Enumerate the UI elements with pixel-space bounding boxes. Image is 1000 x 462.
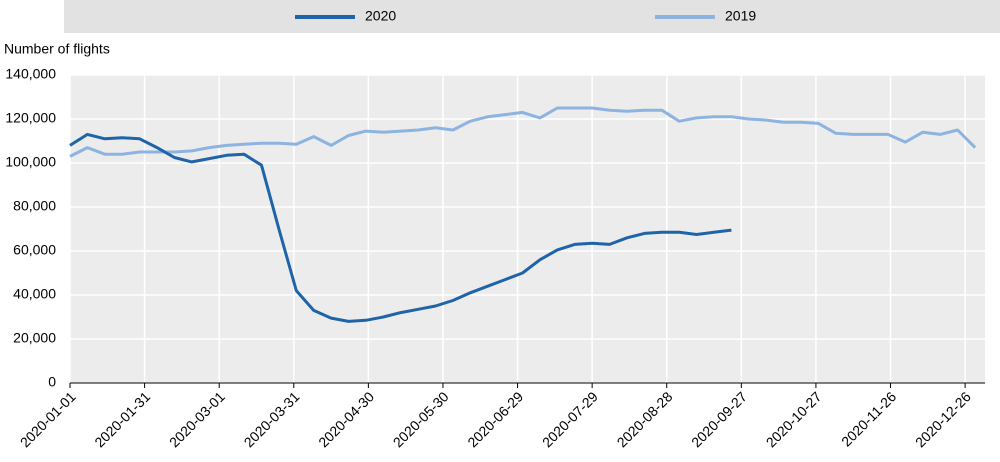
x-tick-label: 2020-03-01: [166, 388, 228, 450]
y-tick-label: 120,000: [5, 110, 56, 126]
y-tick-label: 20,000: [13, 330, 56, 346]
x-tick-label: 2020-11-26: [838, 388, 899, 449]
y-tick-label: 40,000: [13, 286, 56, 302]
x-tick-label: 2020-08-28: [614, 388, 676, 450]
y-tick-label: 140,000: [5, 66, 56, 82]
x-tick-label: 2020-01-31: [91, 388, 153, 450]
x-tick-label: 2020-04-30: [315, 388, 377, 450]
series-line: [69, 132, 732, 323]
y-tick-label: 100,000: [5, 154, 56, 170]
legend-label: 2019: [725, 8, 756, 24]
legend-label: 2020: [365, 8, 396, 24]
legend-box: [64, 0, 1000, 33]
x-tick-label: 2020-05-30: [390, 388, 452, 450]
x-tick-label: 2020-10-27: [763, 388, 825, 450]
series-line: [69, 106, 977, 158]
y-tick-label: 60,000: [13, 242, 56, 258]
x-tick-label: 2020-12-26: [912, 388, 974, 450]
x-tick-label: 2020-03-31: [241, 388, 303, 450]
y-tick-label: 0: [48, 374, 56, 390]
y-tick-label: 80,000: [13, 198, 56, 214]
y-axis-label: Number of flights: [4, 41, 110, 57]
x-tick-label: 2020-06-29: [464, 388, 526, 450]
plot-area: [70, 75, 985, 383]
x-tick-label: 2020-09-27: [688, 388, 750, 450]
x-tick-label: 2020-07-29: [539, 388, 601, 450]
x-tick-label: 2020-01-01: [17, 388, 79, 450]
